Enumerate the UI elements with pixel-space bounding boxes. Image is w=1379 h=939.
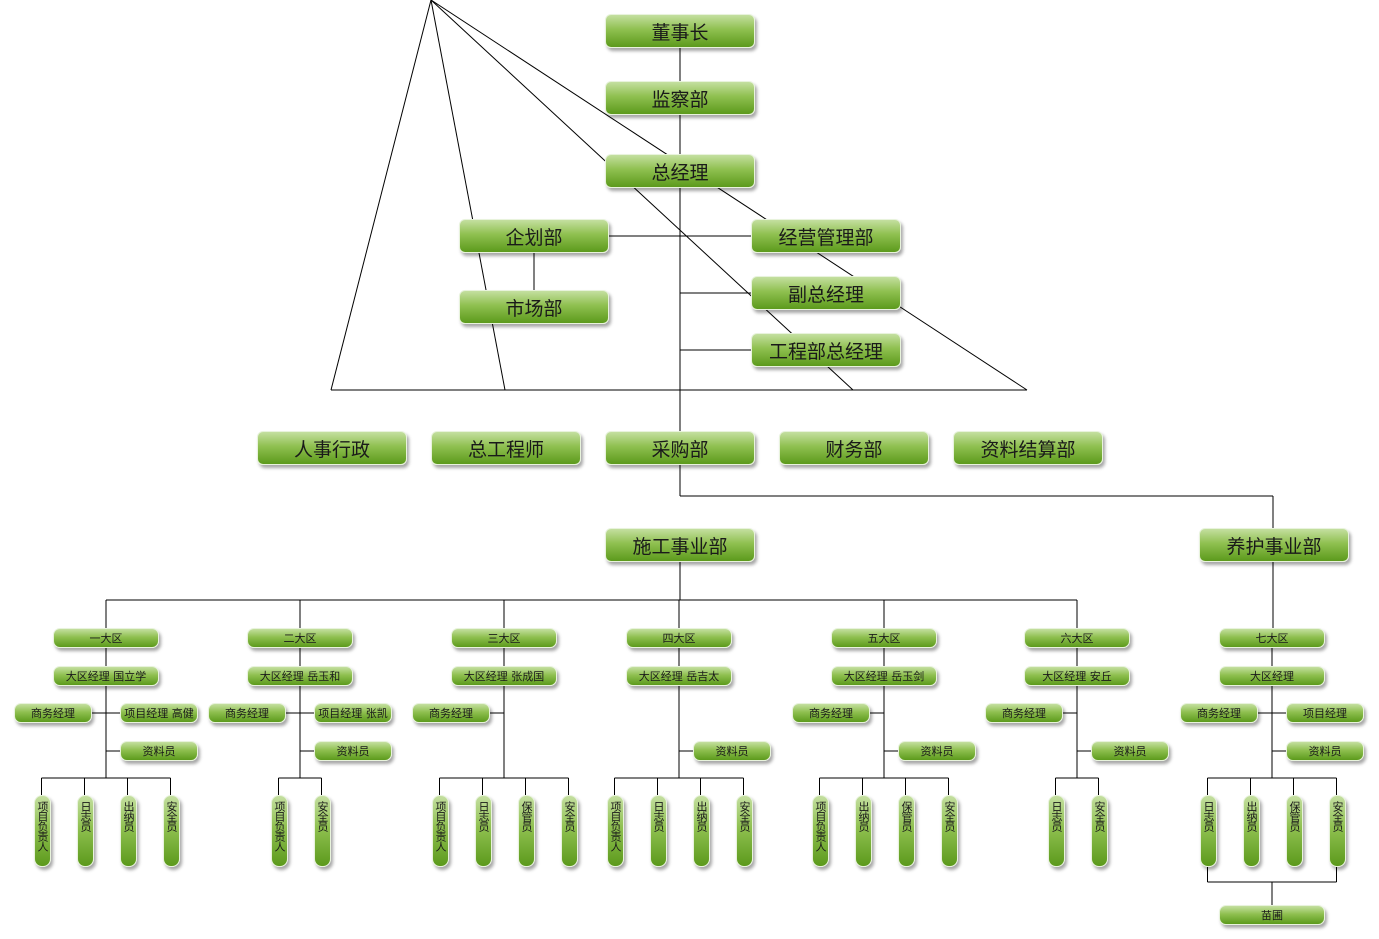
role-node: 出纳员 xyxy=(119,795,137,867)
role-node: 安全员 xyxy=(735,795,753,867)
district-node: 五大区 xyxy=(831,628,937,648)
business-manager-node: 商务经理 xyxy=(412,703,490,723)
node-planning: 企划部 xyxy=(459,219,609,253)
role-node: 日志员 xyxy=(649,795,667,867)
role-node: 保管员 xyxy=(1285,795,1303,867)
role-node: 项目负责人 xyxy=(33,795,51,867)
role-node: 安全员 xyxy=(1090,795,1108,867)
district-node: 一大区 xyxy=(53,628,159,648)
node-chairman: 董事长 xyxy=(605,14,755,48)
nursery-node: 苗圃 xyxy=(1219,905,1325,925)
role-node: 项目负责人 xyxy=(811,795,829,867)
clerk-node: 资料员 xyxy=(120,741,198,761)
clerk-node: 资料员 xyxy=(693,741,771,761)
connector-line xyxy=(430,0,506,391)
district-node: 六大区 xyxy=(1024,628,1130,648)
connector-line xyxy=(430,0,1028,391)
clerk-node: 资料员 xyxy=(314,741,392,761)
project-manager-node: 项目经理 高健 xyxy=(120,703,198,723)
district-manager-node: 大区经理 国立学 xyxy=(53,666,159,686)
district-node: 七大区 xyxy=(1219,628,1325,648)
district-manager-node: 大区经理 安丘 xyxy=(1024,666,1130,686)
clerk-node: 资料员 xyxy=(1286,741,1364,761)
node-chief-engineer: 总工程师 xyxy=(431,431,581,465)
node-construction: 施工事业部 xyxy=(605,528,755,562)
role-node: 项目负责人 xyxy=(431,795,449,867)
business-manager-node: 商务经理 xyxy=(985,703,1063,723)
district-node: 二大区 xyxy=(247,628,353,648)
role-node: 安全员 xyxy=(1328,795,1346,867)
business-manager-node: 商务经理 xyxy=(14,703,92,723)
district-manager-node: 大区经理 岳玉和 xyxy=(247,666,353,686)
business-manager-node: 商务经理 xyxy=(1180,703,1258,723)
business-manager-node: 商务经理 xyxy=(208,703,286,723)
node-deputy-gm: 副总经理 xyxy=(751,276,901,310)
role-node: 出纳员 xyxy=(854,795,872,867)
district-manager-node: 大区经理 岳吉太 xyxy=(626,666,732,686)
district-manager-node: 大区经理 张成国 xyxy=(451,666,557,686)
node-maintenance: 养护事业部 xyxy=(1199,528,1349,562)
district-manager-node: 大区经理 岳玉剑 xyxy=(831,666,937,686)
role-node: 保管员 xyxy=(897,795,915,867)
role-node: 日志员 xyxy=(474,795,492,867)
role-node: 出纳员 xyxy=(692,795,710,867)
node-supervision: 监察部 xyxy=(605,81,755,115)
clerk-node: 资料员 xyxy=(1091,741,1169,761)
district-node: 三大区 xyxy=(451,628,557,648)
node-settlement: 资料结算部 xyxy=(953,431,1103,465)
role-node: 项目负责人 xyxy=(270,795,288,867)
role-node: 出纳员 xyxy=(1242,795,1260,867)
connector-line xyxy=(330,0,432,391)
role-node: 安全员 xyxy=(313,795,331,867)
role-node: 保管员 xyxy=(517,795,535,867)
project-manager-node: 项目经理 张凯 xyxy=(314,703,392,723)
connector-line xyxy=(430,0,854,391)
role-node: 项目负责人 xyxy=(606,795,624,867)
node-operations: 经营管理部 xyxy=(751,219,901,253)
role-node: 日志员 xyxy=(76,795,94,867)
role-node: 安全员 xyxy=(162,795,180,867)
role-node: 安全员 xyxy=(560,795,578,867)
node-purchasing: 采购部 xyxy=(605,431,755,465)
node-engineering-gm: 工程部总经理 xyxy=(751,333,901,367)
node-general-manager: 总经理 xyxy=(605,154,755,188)
clerk-node: 资料员 xyxy=(898,741,976,761)
node-finance: 财务部 xyxy=(779,431,929,465)
role-node: 安全员 xyxy=(940,795,958,867)
district-manager-node: 大区经理 xyxy=(1219,666,1325,686)
project-manager-node: 项目经理 xyxy=(1286,703,1364,723)
business-manager-node: 商务经理 xyxy=(792,703,870,723)
node-hr: 人事行政 xyxy=(257,431,407,465)
role-node: 日志员 xyxy=(1047,795,1065,867)
node-market: 市场部 xyxy=(459,290,609,324)
role-node: 日志员 xyxy=(1199,795,1217,867)
district-node: 四大区 xyxy=(626,628,732,648)
